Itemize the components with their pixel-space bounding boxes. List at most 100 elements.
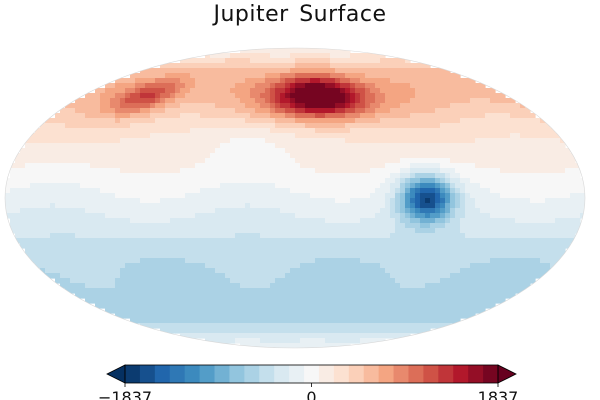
heatmap-cell [125, 193, 131, 199]
heatmap-cell [285, 68, 291, 74]
heatmap-cell [415, 193, 421, 199]
heatmap-cell [410, 98, 416, 104]
heatmap-cell [505, 218, 511, 224]
heatmap-cell [340, 283, 346, 289]
heatmap-cell [105, 238, 111, 244]
heatmap-cell [435, 283, 441, 289]
heatmap-cell [300, 253, 306, 259]
heatmap-cell [340, 133, 346, 139]
heatmap-cell [395, 208, 401, 214]
heatmap-cell [330, 213, 336, 219]
heatmap-cell [455, 223, 461, 229]
heatmap-cell [340, 153, 346, 159]
heatmap-cell [150, 243, 156, 249]
heatmap-cell [210, 178, 216, 184]
heatmap-cell [230, 298, 236, 304]
heatmap-cell [250, 123, 256, 129]
heatmap-cell [175, 158, 181, 164]
heatmap-cell [230, 258, 236, 264]
heatmap-cell [385, 193, 391, 199]
heatmap-cell [145, 148, 151, 154]
heatmap-cell [245, 198, 251, 204]
heatmap-cell [245, 163, 251, 169]
heatmap-cell [205, 223, 211, 229]
heatmap-cell [320, 283, 326, 289]
heatmap-cell [345, 163, 351, 169]
heatmap-cell [470, 158, 476, 164]
heatmap-cell [200, 123, 206, 129]
heatmap-cell [150, 178, 156, 184]
heatmap-cell [475, 178, 481, 184]
heatmap-cell [60, 233, 66, 239]
heatmap-cell [270, 198, 276, 204]
heatmap-cell [420, 108, 426, 114]
heatmap-cell [215, 73, 221, 79]
heatmap-cell [265, 213, 271, 219]
heatmap-cell [500, 98, 506, 104]
heatmap-cell [310, 133, 316, 139]
heatmap-cell [400, 238, 406, 244]
heatmap-cell [385, 198, 391, 204]
heatmap-cell [225, 138, 231, 144]
heatmap-cell [270, 113, 276, 119]
heatmap-cell [245, 133, 251, 139]
heatmap-cell [280, 273, 286, 279]
heatmap-cell [50, 183, 56, 189]
heatmap-cell [470, 143, 476, 149]
heatmap-cell [410, 253, 416, 259]
heatmap-cell [280, 248, 286, 254]
heatmap-cell [290, 268, 296, 274]
heatmap-cell [250, 48, 256, 54]
heatmap-cell [300, 148, 306, 154]
heatmap-cell [130, 128, 136, 134]
heatmap-cell [500, 108, 506, 114]
heatmap-cell [365, 173, 371, 179]
heatmap-cell [535, 133, 541, 139]
heatmap-cell [355, 158, 361, 164]
heatmap-cell [335, 48, 341, 54]
heatmap-cell [220, 278, 226, 284]
heatmap-cell [90, 203, 96, 209]
heatmap-cell [110, 268, 116, 274]
heatmap-cell [320, 298, 326, 304]
heatmap-cell [235, 83, 241, 89]
heatmap-cell [415, 158, 421, 164]
heatmap-cell [145, 253, 151, 259]
heatmap-cell [445, 118, 451, 124]
heatmap-cell [90, 293, 96, 299]
heatmap-cell [80, 283, 86, 289]
heatmap-cell [225, 143, 231, 149]
heatmap-cell [25, 238, 31, 244]
heatmap-cell [360, 58, 366, 64]
heatmap-cell [180, 253, 186, 259]
heatmap-cell [75, 178, 81, 184]
heatmap-cell [450, 138, 456, 144]
heatmap-cell [515, 138, 521, 144]
heatmap-cell [70, 113, 76, 119]
heatmap-cell [125, 93, 131, 99]
heatmap-cell [335, 148, 341, 154]
heatmap-cell [170, 118, 176, 124]
heatmap-cell [495, 168, 501, 174]
heatmap-cell [275, 248, 281, 254]
heatmap-cell [285, 173, 291, 179]
heatmap-cell [500, 128, 506, 134]
heatmap-cell [275, 298, 281, 304]
heatmap-cell [255, 53, 261, 59]
heatmap-cell [455, 113, 461, 119]
heatmap-cell [355, 188, 361, 194]
heatmap-cell [415, 208, 421, 214]
heatmap-cell [480, 213, 486, 219]
heatmap-cell [425, 133, 431, 139]
heatmap-cell [245, 173, 251, 179]
heatmap-cell [525, 108, 531, 114]
heatmap-cell [285, 273, 291, 279]
heatmap-cell [65, 153, 71, 159]
heatmap-cell [545, 263, 551, 269]
heatmap-cell [325, 173, 331, 179]
heatmap-cell [300, 218, 306, 224]
heatmap-cell [370, 68, 376, 74]
heatmap-cell [145, 153, 151, 159]
heatmap-cell [300, 238, 306, 244]
heatmap-cell [275, 108, 281, 114]
